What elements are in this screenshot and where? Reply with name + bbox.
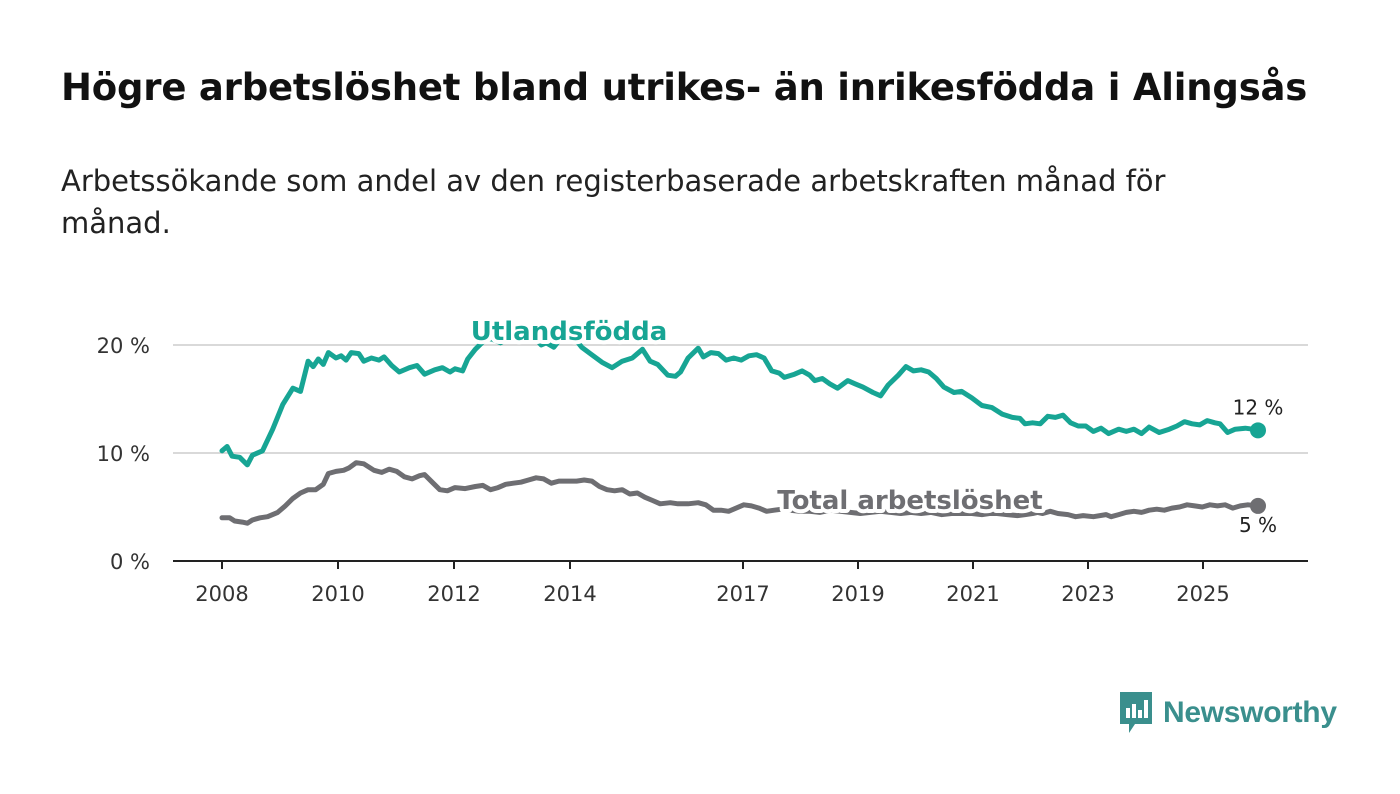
series-label-foreign: Utlandsfödda [471, 317, 668, 347]
x-tick-label: 2008 [195, 582, 248, 606]
end-point-foreign [1250, 422, 1266, 439]
x-tick-label: 2025 [1176, 582, 1229, 606]
brand-name: Newsworthy [1163, 696, 1337, 729]
y-axis-ticks: 0 % 10 % 20 % [97, 334, 150, 574]
series-line-total [219, 460, 1261, 526]
x-tick-label: 2023 [1061, 582, 1114, 606]
gridlines [173, 344, 1308, 562]
series-label-halo: Total arbetslöshet [777, 486, 1042, 516]
x-tick-label: 2010 [311, 582, 364, 606]
series-line-foreign [219, 332, 1261, 468]
x-tick-label: 2012 [427, 582, 480, 606]
chart-subtitle: Arbetssökande som andel av den registerb… [61, 164, 1166, 240]
x-tick-label: 2017 [716, 582, 769, 606]
y-tick-label: 10 % [97, 442, 150, 466]
series-label-halo: Utlandsfödda [471, 317, 668, 347]
end-label-foreign: 12 % [1233, 395, 1284, 419]
end-label-total: 5 % [1239, 513, 1277, 537]
x-axis-ticks: 2008 2010 2012 2014 2017 2019 2021 2023 2025 [195, 561, 1230, 606]
x-tick-label: 2021 [946, 582, 999, 606]
chart-title: Högre arbetslöshet bland utrikes- än inr… [61, 66, 1308, 109]
newsworthy-bars-icon [1120, 692, 1152, 733]
series-label-total: Total arbetslöshet [777, 486, 1042, 516]
end-point-total [1250, 497, 1266, 514]
y-tick-label: 20 % [97, 334, 150, 358]
brand-logo[interactable]: Newsworthy [1118, 690, 1337, 736]
x-tick-label: 2014 [543, 582, 596, 606]
y-tick-label: 0 % [110, 550, 150, 574]
x-tick-label: 2019 [831, 582, 884, 606]
series-group [219, 332, 1266, 526]
